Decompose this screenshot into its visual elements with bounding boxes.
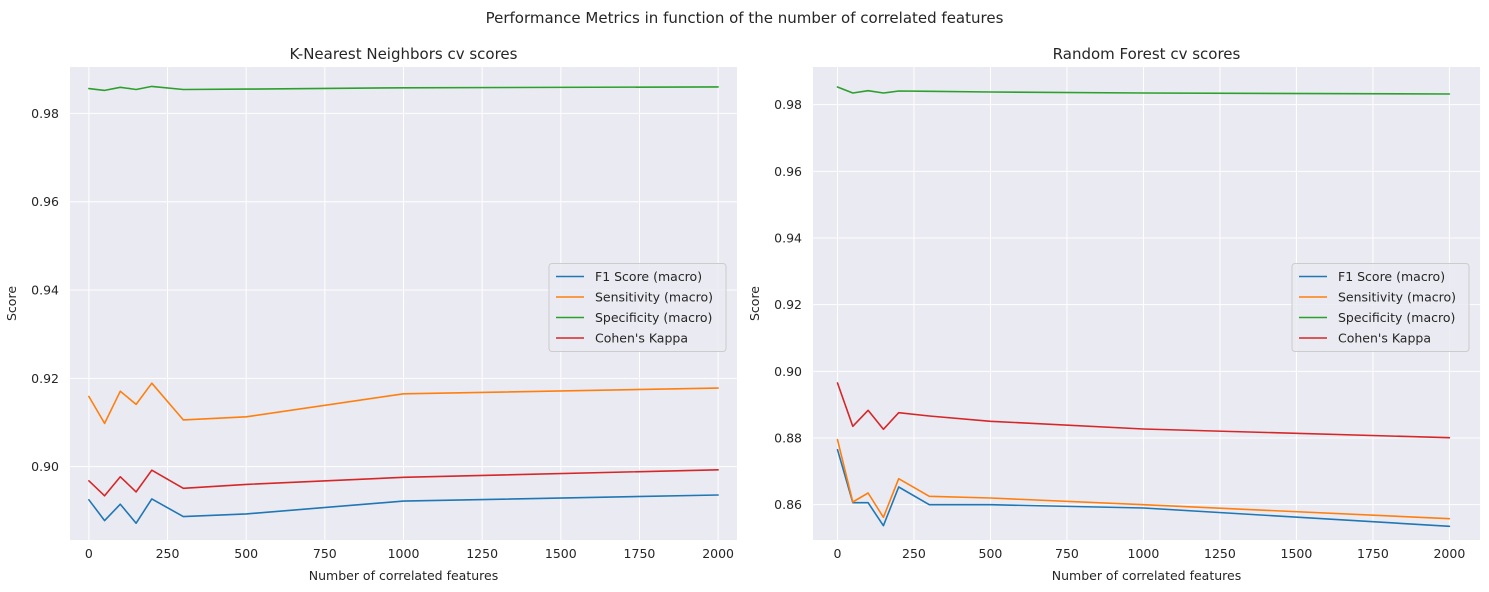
y-axis-label: Score — [4, 286, 19, 321]
y-tick-label: 0.90 — [774, 364, 802, 379]
x-tick-label: 2000 — [1433, 546, 1465, 561]
x-tick-label: 1750 — [1357, 546, 1389, 561]
x-tick-label: 1750 — [624, 546, 656, 561]
series-line-cohens-kappa — [836, 382, 1451, 439]
x-tick-label: 1500 — [1281, 546, 1313, 561]
y-tick-label: 0.92 — [774, 297, 802, 312]
legend-label-cohens-kappa: Cohen's Kappa — [1338, 331, 1431, 346]
series-line-sensitivity — [88, 382, 719, 425]
chart-title: Random Forest cv scores — [1053, 45, 1241, 63]
legend-label-sensitivity: Sensitivity (macro) — [1338, 290, 1456, 305]
y-tick-label: 0.92 — [31, 371, 59, 386]
legend-box — [548, 263, 727, 352]
y-tick-label: 0.90 — [31, 459, 59, 474]
series-line-cohens-kappa — [88, 468, 719, 497]
legend-label-sensitivity: Sensitivity (macro) — [595, 290, 713, 305]
random-forest-chart: 0 250 500 750 1000 1250 1500 1750 2000 0.86 0.88 0.… — [747, 45, 1480, 583]
series-line-specificity — [836, 86, 1451, 95]
x-tick-label: 0 — [834, 546, 842, 561]
x-axis-label: Number of correlated features — [1052, 568, 1241, 583]
x-axis-label: Number of correlated features — [309, 568, 498, 583]
x-tick-label: 2000 — [702, 546, 734, 561]
x-tick-label: 250 — [156, 546, 180, 561]
x-tick-label: 500 — [979, 546, 1003, 561]
legend-label-f1-score: F1 Score (macro) — [595, 269, 702, 284]
legend: F1 Score (macro) Sensitivity (macro) Speci… — [548, 263, 727, 352]
y-tick-label: 0.94 — [31, 283, 59, 298]
legend-label-f1-score: F1 Score (macro) — [1338, 269, 1445, 284]
series-line-f1-score — [836, 448, 1451, 528]
series-line-f1-score — [88, 494, 719, 525]
chart-title: K-Nearest Neighbors cv scores — [290, 45, 518, 63]
figure-suptitle: Performance Metrics in function of the n… — [486, 9, 1004, 27]
y-tick-label: 0.88 — [774, 431, 802, 446]
y-tick-label: 0.96 — [774, 164, 802, 179]
legend-label-cohens-kappa: Cohen's Kappa — [595, 331, 688, 346]
x-tick-label: 0 — [85, 546, 93, 561]
y-axis-label: Score — [747, 286, 762, 321]
x-tick-label: 750 — [1055, 546, 1079, 561]
series-line-specificity — [88, 85, 719, 92]
legend-label-specificity: Specificity (macro) — [595, 310, 712, 325]
x-tick-label: 500 — [234, 546, 258, 561]
x-tick-label: 1250 — [1204, 546, 1236, 561]
y-tick-label: 0.98 — [774, 97, 802, 112]
x-tick-label: 1000 — [1128, 546, 1160, 561]
x-tick-label: 750 — [313, 546, 337, 561]
y-tick-label: 0.96 — [31, 194, 59, 209]
x-tick-label: 1000 — [388, 546, 420, 561]
y-tick-label: 0.94 — [774, 231, 802, 246]
legend-box — [1291, 263, 1470, 352]
legend: F1 Score (macro) Sensitivity (macro) Speci… — [1291, 263, 1470, 352]
legend-label-specificity: Specificity (macro) — [1338, 310, 1455, 325]
x-tick-label: 1500 — [545, 546, 577, 561]
series-line-sensitivity — [836, 438, 1451, 520]
knn-chart: 0 250 500 750 1000 1250 1500 1750 2000 0.90 0.92 0.… — [4, 45, 737, 583]
y-tick-label: 0.98 — [31, 106, 59, 121]
y-tick-label: 0.86 — [774, 497, 802, 512]
x-tick-label: 250 — [902, 546, 926, 561]
x-tick-label: 1250 — [466, 546, 498, 561]
